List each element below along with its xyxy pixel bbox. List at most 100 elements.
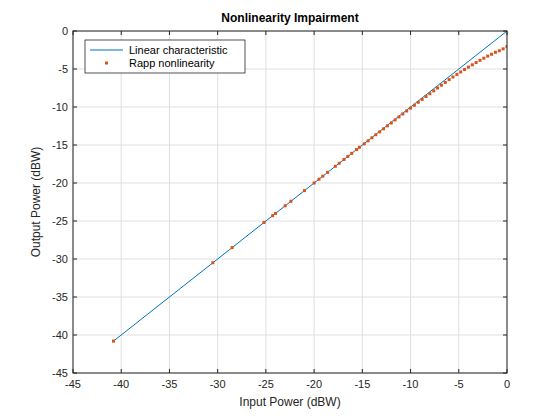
point [338,162,341,165]
tick-y-right [503,221,507,222]
line [114,31,507,341]
tick-label-x: -15 [354,378,370,390]
point [502,47,505,50]
tick-y [73,183,77,184]
point [436,87,439,90]
tick-label-y: -45 [52,367,68,379]
point [343,158,346,161]
point [346,155,349,158]
legend: Linear characteristicRapp nonlinearity [85,40,245,73]
legend-label: Rapp nonlinearity [129,57,215,69]
x-axis-label: Input Power (dBW) [239,395,340,409]
tick-x [314,369,315,373]
point [444,81,447,84]
point [424,95,427,98]
grid-line-x [169,31,170,373]
point [397,115,400,118]
tick-y-right [503,297,507,298]
grid-line-y [73,259,507,260]
tick-label-y: -30 [52,253,68,265]
tick-x [507,369,508,373]
point [334,165,337,168]
tick-y [73,297,77,298]
point [358,146,361,149]
point [421,98,424,101]
point [284,204,287,207]
tick-y-right [503,69,507,70]
point [409,107,412,110]
tick-label-x: -30 [210,378,226,390]
grid-line-x [121,31,122,373]
tick-x [73,369,74,373]
point [459,70,462,73]
point [363,142,366,145]
grid-line-y [73,107,507,108]
tick-y-right [503,373,507,374]
axes-frame [73,31,507,373]
legend-label: Linear characteristic [129,44,228,56]
grid-line-y [73,221,507,222]
grid-line-y [73,335,507,336]
grid-line-y [73,183,507,184]
tick-x-top [121,31,122,35]
tick-label-x: 0 [504,378,510,390]
point [413,104,416,107]
tick-label-y: -10 [52,101,68,113]
tick-y [73,31,77,32]
point [321,175,324,178]
point [326,171,329,174]
tick-x [410,369,411,373]
background [0,0,560,420]
tick-x [121,369,122,373]
tick-y [73,69,77,70]
tick-label-y: -25 [52,215,68,227]
grid-line-x [217,31,218,373]
point [211,261,214,264]
grid-line-x [458,31,459,373]
tick-x-top [410,31,411,35]
point [390,121,393,124]
tick-label-x: -35 [161,378,177,390]
point [350,152,353,155]
tick-label-y: -40 [52,329,68,341]
tick-x-top [458,31,459,35]
tick-x-top [265,31,266,35]
point [490,53,493,56]
grid-line-x [265,31,266,373]
tick-label-y: 0 [62,25,68,37]
point [378,130,381,133]
point [367,139,370,142]
legend-swatch [90,50,123,51]
tick-x-top [362,31,363,35]
point [271,214,274,217]
tick-label-y: -20 [52,177,68,189]
grid-line-y [73,145,507,146]
grid-line-x [410,31,411,373]
legend-swatch [105,62,108,65]
tick-y-right [503,107,507,108]
tick-y-right [503,145,507,146]
tick-y [73,259,77,260]
point [478,59,481,62]
point [394,118,397,121]
point [274,212,277,215]
tick-y-right [503,31,507,32]
point [440,84,443,87]
legend-box [85,40,245,73]
point [428,92,431,95]
point [303,189,306,192]
tick-y-right [503,183,507,184]
point [355,148,358,151]
tick-y-right [503,259,507,260]
tick-y [73,145,77,146]
point [467,66,470,69]
tick-label-y: -5 [58,63,68,75]
point [405,110,408,113]
point [382,127,385,130]
tick-label-x: -25 [258,378,274,390]
tick-label-y: -35 [52,291,68,303]
point [262,221,265,224]
tick-label-y: -15 [52,139,68,151]
grid [73,31,507,373]
tick-x-top [73,31,74,35]
